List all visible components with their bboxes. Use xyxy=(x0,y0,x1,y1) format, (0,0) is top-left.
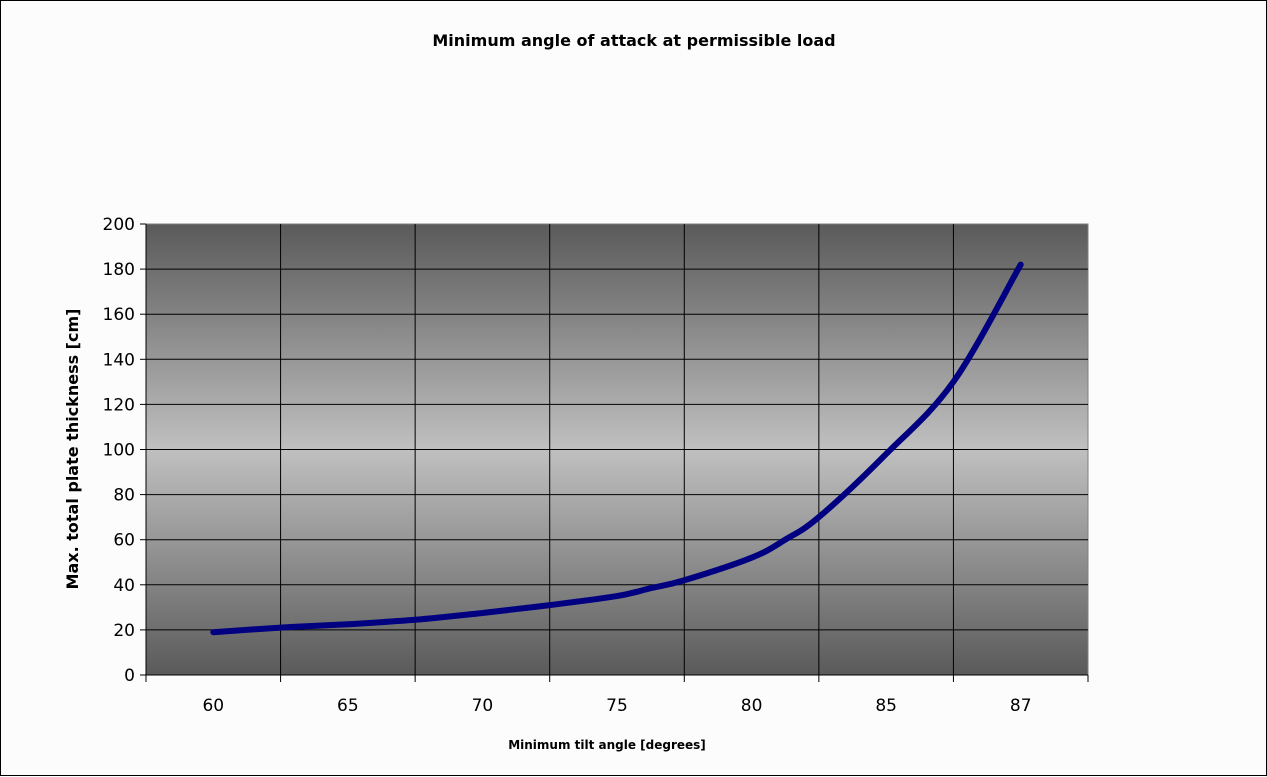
y-tick-label: 40 xyxy=(113,576,135,596)
y-axis-tick-labels: 0 20 40 60 80 100 120 140 160 180 200 xyxy=(103,215,135,686)
x-tick-label: 75 xyxy=(606,696,628,716)
y-tick-label: 140 xyxy=(103,350,135,370)
y-tick-label: 20 xyxy=(113,621,135,641)
x-tick-label: 87 xyxy=(1010,696,1032,716)
x-axis-tick-labels: 60 65 70 75 80 85 87 xyxy=(202,696,1031,716)
y-tick-label: 200 xyxy=(103,215,135,235)
x-axis-title: Minimum tilt angle [degrees] xyxy=(508,738,706,752)
data-series-line xyxy=(210,261,1024,636)
y-tick-label: 100 xyxy=(103,441,135,461)
x-tick-label: 70 xyxy=(472,696,494,716)
y-tick-label: 120 xyxy=(103,395,135,415)
x-tick-label: 85 xyxy=(875,696,897,716)
y-tick-label: 80 xyxy=(113,486,135,506)
y-tick-label: 60 xyxy=(113,531,135,551)
x-tick-label: 60 xyxy=(202,696,224,716)
chart-title: Minimum angle of attack at permissible l… xyxy=(432,31,835,50)
y-tick-label: 160 xyxy=(103,305,135,325)
grid-lines xyxy=(146,224,1088,675)
x-tick-label: 65 xyxy=(337,696,359,716)
y-tick-label: 0 xyxy=(124,666,135,686)
y-tick-label: 180 xyxy=(103,260,135,280)
x-tick-label: 80 xyxy=(741,696,763,716)
y-axis-title: Max. total plate thickness [cm] xyxy=(63,309,82,590)
axes xyxy=(140,223,1089,682)
